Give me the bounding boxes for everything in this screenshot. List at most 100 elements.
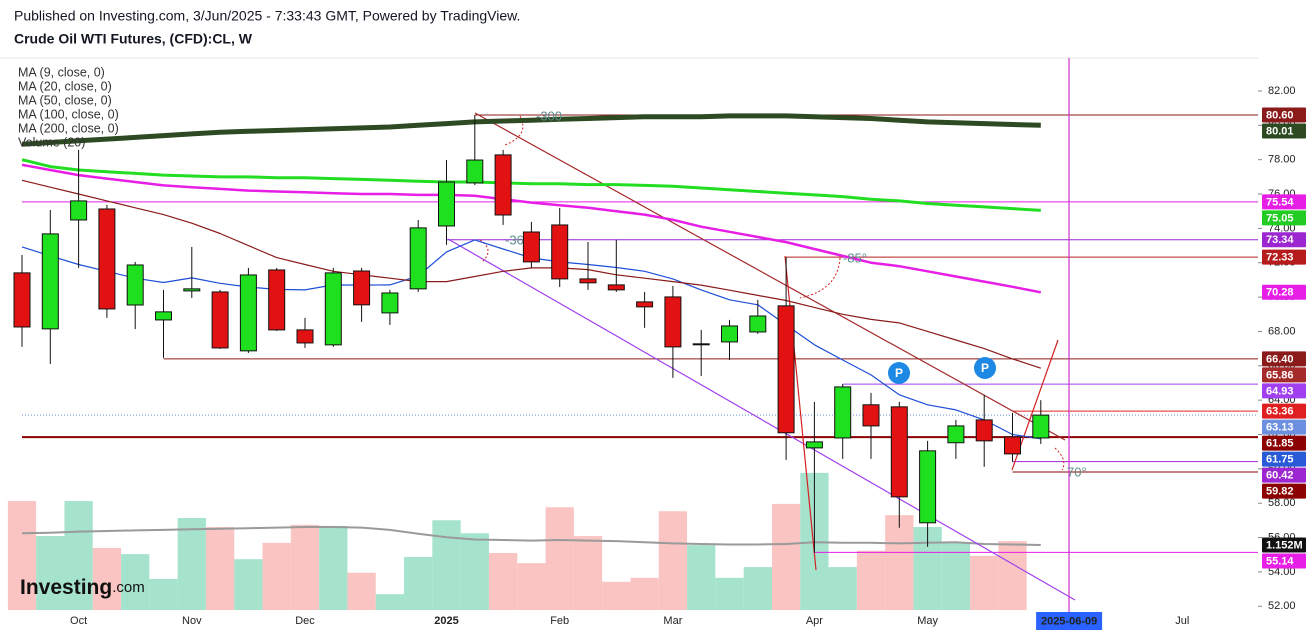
volume-bar	[92, 547, 122, 610]
volume-bar	[998, 541, 1027, 610]
candle-body	[975, 419, 993, 442]
price-tag	[1262, 467, 1306, 483]
volume-bar	[517, 563, 546, 610]
candle-body	[919, 450, 937, 524]
price-tag	[1262, 123, 1306, 139]
candle-body	[607, 284, 625, 291]
volume-bar	[347, 572, 376, 610]
candle-body	[296, 329, 314, 344]
candle-body	[749, 315, 767, 333]
volume-bar	[573, 536, 603, 610]
ma-line	[21, 163, 1042, 294]
legend-entry: MA (50, close, 0)	[18, 93, 112, 107]
volume-bar	[856, 550, 886, 610]
volume-bar	[375, 594, 405, 610]
price-tag-label: 75.05	[1266, 212, 1294, 224]
volume-bar	[771, 503, 801, 610]
price-tag-label: 73.34	[1266, 234, 1294, 246]
annotation: 70°	[1067, 464, 1087, 479]
y-tick-label: 68.00	[1268, 325, 1296, 337]
published-note: Published on Investing.com, 3/Jun/2025 -…	[14, 8, 520, 24]
volume-bar	[687, 545, 716, 610]
drawings	[447, 58, 1076, 620]
price-tag	[1262, 419, 1306, 435]
ma-line	[21, 113, 1041, 147]
price-tag	[1262, 435, 1306, 451]
volume-bar	[7, 501, 37, 610]
price-tag	[1262, 194, 1306, 210]
price-tag-label: 60.42	[1266, 470, 1294, 482]
price-tag	[1262, 383, 1306, 399]
angle-arc	[479, 239, 489, 263]
symbol-title: Crude Oil WTI Futures, (CFD):CL, W	[14, 31, 253, 47]
x-tick-label: May	[917, 615, 938, 627]
candle-body	[41, 233, 59, 330]
volume-bar	[885, 515, 914, 610]
price-tag-label: 61.75	[1266, 454, 1294, 466]
volume-ma-line	[21, 526, 1041, 546]
candle-body	[579, 278, 597, 284]
legend: MA (9, close, 0)MA (20, close, 0)MA (50,…	[18, 65, 119, 149]
price-tag-label: 65.86	[1266, 369, 1294, 381]
y-tick-label: 82.00	[1268, 85, 1296, 97]
legend-entry: MA (100, close, 0)	[18, 107, 119, 121]
candle-body	[324, 272, 342, 346]
price-tag-label: 63.13	[1266, 422, 1294, 434]
volume-bar	[488, 552, 518, 610]
y-tick-label: 54.00	[1268, 566, 1296, 578]
volume-bar	[970, 555, 999, 610]
marker-label: P	[895, 366, 903, 380]
candle-body	[551, 224, 569, 280]
candle-body	[721, 325, 738, 343]
price-lines	[22, 114, 1258, 553]
candle-body	[1032, 414, 1050, 439]
logo: Investing.com	[20, 576, 145, 599]
price-tag-label: 61.85	[1266, 438, 1294, 450]
candles	[13, 115, 1050, 553]
volume-bar	[319, 525, 348, 610]
candle-body	[438, 181, 455, 227]
y-tick-label: 58.00	[1268, 497, 1296, 509]
candle-body	[183, 288, 201, 292]
x-tick-label: Oct	[70, 615, 87, 627]
candle-body	[268, 269, 286, 331]
candle-body	[692, 343, 710, 346]
candle-body	[777, 305, 795, 434]
price-tag-label: 80.01	[1266, 125, 1294, 137]
price-tag-label: 75.54	[1266, 196, 1294, 208]
volume-bar	[715, 577, 744, 610]
candle-body	[211, 291, 229, 349]
price-tag	[1262, 367, 1306, 383]
price-tag-label: 72.33	[1266, 251, 1294, 263]
legend-entry: MA (9, close, 0)	[18, 65, 105, 79]
candle-body	[834, 386, 852, 439]
candle-body	[636, 301, 654, 308]
legend-entry: MA (20, close, 0)	[18, 79, 112, 93]
x-tick-label: Dec	[295, 615, 315, 627]
legend-entry: Volume (20)	[18, 135, 85, 149]
trendline	[447, 238, 1076, 601]
volume-layer	[7, 472, 1041, 610]
annotation: -85°	[843, 250, 867, 265]
volume-bar	[205, 527, 235, 610]
trendline	[474, 112, 1066, 441]
volume-bar	[262, 542, 291, 610]
price-tag	[1262, 351, 1306, 367]
logo-suffix: .com	[112, 579, 145, 596]
candle-body	[155, 311, 172, 321]
price-tag	[1262, 451, 1306, 467]
ma-line	[21, 158, 1041, 212]
candle-body	[126, 264, 144, 306]
price-tag-label: 63.36	[1266, 406, 1294, 418]
volume-bar	[404, 556, 433, 610]
y-tick-label: 78.00	[1268, 154, 1296, 166]
volume-bar	[234, 559, 263, 610]
candle-body	[947, 425, 965, 444]
angle-arc	[799, 257, 841, 299]
price-tag	[1262, 249, 1306, 265]
volume-bar	[545, 507, 574, 610]
candle-body	[98, 208, 116, 310]
marker	[974, 357, 996, 379]
price-tag-label: 66.40	[1266, 353, 1294, 365]
